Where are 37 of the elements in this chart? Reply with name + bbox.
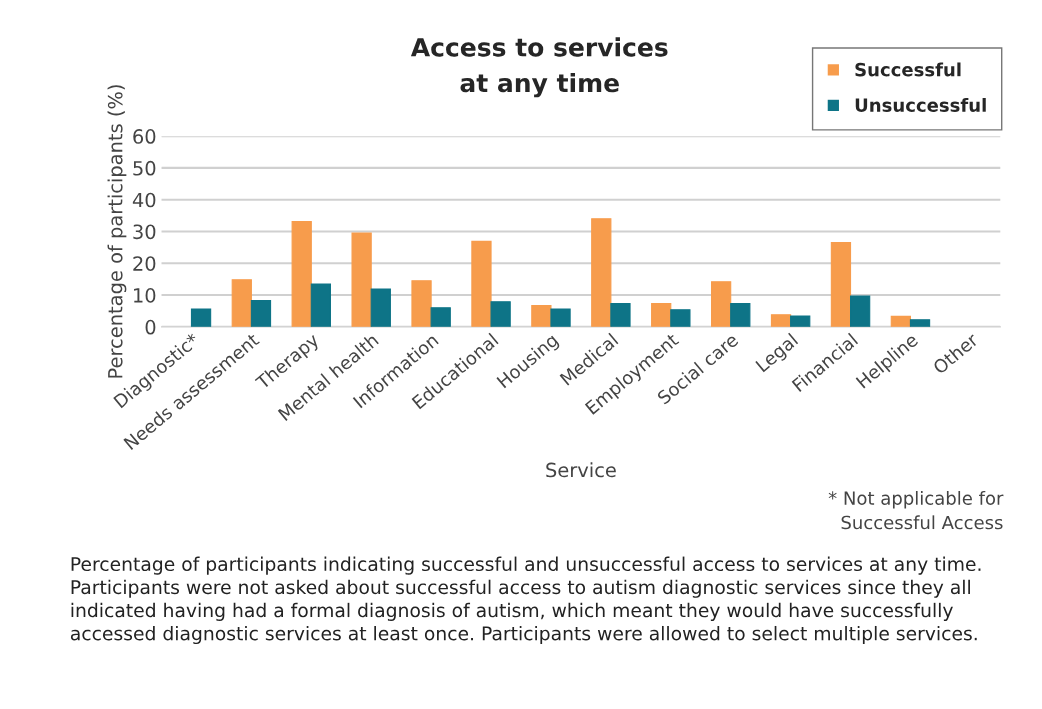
bar <box>790 315 811 327</box>
y-tick-label: 40 <box>132 192 156 208</box>
bar <box>591 218 612 327</box>
bar <box>430 307 451 327</box>
bar <box>291 221 312 327</box>
legend-label: Unsuccessful <box>855 98 986 112</box>
text: Percentage of participants indicating successful and unsuccessful access to services at any time. Participants were not asked about successful access to autism diagnostic services since they all indicated having had a formal diagnosis of autism, which meant they would have successfully accessed diagnostic services at least once. Participants were allowed to select multiple services. <box>70 556 981 645</box>
y-tick-label: 10 <box>134 288 156 303</box>
bar <box>190 308 212 327</box>
bar <box>250 299 272 327</box>
x-axis-title: Service <box>546 462 616 478</box>
bar <box>830 242 852 327</box>
y-tick-label: 0 <box>145 319 156 335</box>
legend-label: Successful <box>855 62 961 77</box>
bar <box>471 240 492 327</box>
bar <box>909 319 931 327</box>
bar <box>490 301 511 327</box>
bar <box>610 303 631 327</box>
y-tick-label: 60 <box>133 129 156 144</box>
bar <box>231 279 252 327</box>
bar <box>310 283 332 327</box>
bar <box>370 288 391 327</box>
bar <box>849 295 871 327</box>
y-tick-label: 20 <box>133 256 156 271</box>
y-tick-label: 50 <box>133 160 156 176</box>
bar <box>651 303 672 327</box>
bar <box>670 309 691 327</box>
bar <box>351 232 372 327</box>
chart-title: Access to services at any time <box>410 37 668 98</box>
bar <box>531 304 552 327</box>
bar <box>730 303 751 327</box>
y-tick-label: 30 <box>133 224 156 240</box>
bar <box>550 308 571 327</box>
bar <box>770 314 792 327</box>
text: * Not applicable for Successful Access <box>828 490 1004 530</box>
bar <box>710 281 732 327</box>
bar <box>411 280 432 327</box>
